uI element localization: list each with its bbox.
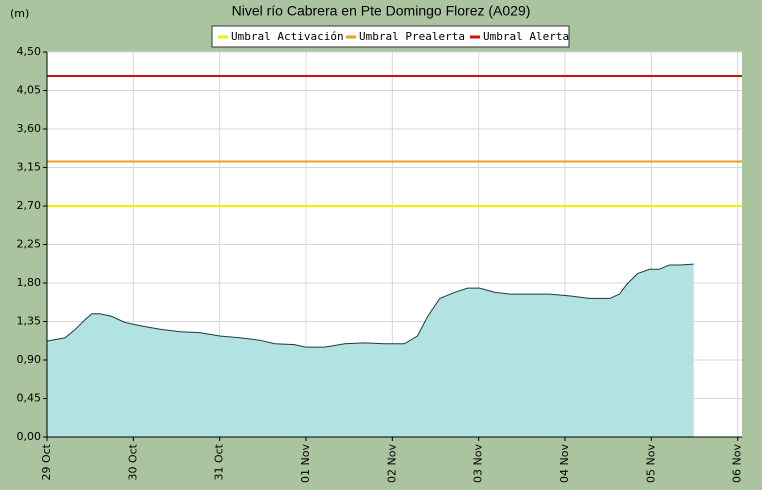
legend-label: Umbral Activación <box>231 30 344 43</box>
y-tick-label: 0,00 <box>17 430 42 443</box>
x-tick-label: 06 Nov <box>731 444 744 483</box>
x-tick-label: 29 Oct <box>40 443 53 480</box>
y-tick-label: 0,90 <box>17 353 42 366</box>
y-tick-label: 4,50 <box>17 45 42 58</box>
x-tick-label: 30 Oct <box>126 443 139 480</box>
x-tick-label: 04 Nov <box>558 444 571 483</box>
x-tick-label: 03 Nov <box>472 444 485 483</box>
x-tick-label: 05 Nov <box>644 444 657 483</box>
x-tick-label: 31 Oct <box>213 443 226 480</box>
y-tick-label: 1,80 <box>17 276 42 289</box>
area-fill <box>47 264 694 437</box>
y-tick-label: 2,25 <box>17 238 42 251</box>
legend-label: Umbral Alerta <box>483 30 569 43</box>
y-tick-label: 2,70 <box>17 199 42 212</box>
y-tick-label: 3,15 <box>17 161 42 174</box>
y-axis-label: (m) <box>10 7 29 20</box>
y-tick-label: 0,45 <box>17 392 42 405</box>
legend-box <box>211 25 570 48</box>
legend-label: Umbral Prealerta <box>359 30 465 43</box>
x-tick-label: 01 Nov <box>299 444 312 483</box>
x-tick-label: 02 Nov <box>385 444 398 483</box>
y-tick-label: 3,60 <box>17 122 42 135</box>
area-line <box>46 263 694 348</box>
chart-title: Nivel río Cabrera en Pte Domingo Florez … <box>232 3 531 19</box>
y-tick-label: 4,05 <box>17 84 42 97</box>
y-tick-label: 1,35 <box>17 315 42 328</box>
